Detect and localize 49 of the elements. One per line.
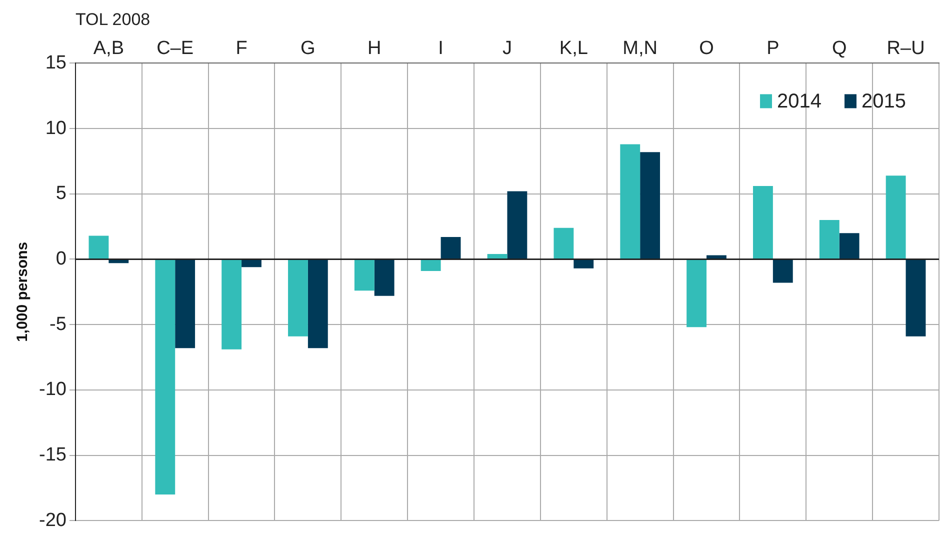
bar — [420, 260, 441, 271]
legend-label: 2014 — [777, 90, 822, 113]
x-tick-label: P — [766, 38, 780, 60]
bar — [175, 260, 196, 348]
y-tick-label: 0 — [56, 248, 66, 270]
y-tick-label: -10 — [38, 379, 66, 400]
y-tick-label: 10 — [45, 118, 66, 139]
x-tick-label: A,B — [93, 38, 124, 60]
y-tick-label: -20 — [38, 510, 66, 531]
x-tick-label: I — [438, 38, 444, 60]
bar — [686, 260, 707, 328]
bar — [288, 260, 308, 336]
bar — [308, 260, 328, 348]
bar — [222, 260, 242, 350]
bar — [242, 260, 262, 268]
x-tick-label: G — [300, 38, 316, 60]
bar — [819, 220, 840, 259]
bar — [554, 228, 574, 259]
bar — [753, 186, 773, 259]
bar — [640, 152, 660, 259]
x-tick-label: K,L — [559, 38, 588, 60]
bar — [574, 260, 594, 268]
bar — [620, 144, 640, 259]
bar — [839, 233, 860, 259]
y-tick-label: 5 — [56, 183, 66, 204]
y-axis-title: 1,000 persons — [14, 242, 32, 342]
bar — [354, 260, 374, 291]
x-tick-label: F — [236, 38, 248, 60]
x-tick-label: H — [368, 38, 382, 60]
bar — [374, 260, 394, 296]
bar — [440, 237, 461, 259]
x-tick-label: J — [502, 38, 512, 60]
legend-label: 2015 — [862, 90, 906, 113]
bar — [155, 260, 176, 494]
x-tick-label: O — [699, 38, 714, 60]
bar — [487, 254, 508, 259]
x-tick-label: C–E — [156, 38, 194, 60]
x-tick-label: R–U — [886, 38, 925, 60]
bar — [886, 176, 906, 259]
bar — [906, 260, 926, 336]
x-tick-label: M,N — [622, 38, 658, 60]
x-axis-title: TOL 2008 — [75, 10, 150, 29]
bar — [772, 260, 793, 283]
y-tick-label: -5 — [50, 314, 66, 335]
bar — [88, 236, 109, 259]
y-tick-label: 15 — [45, 52, 66, 74]
y-tick-label: -15 — [38, 444, 66, 466]
x-tick-label: Q — [832, 38, 847, 60]
bar — [507, 191, 528, 259]
